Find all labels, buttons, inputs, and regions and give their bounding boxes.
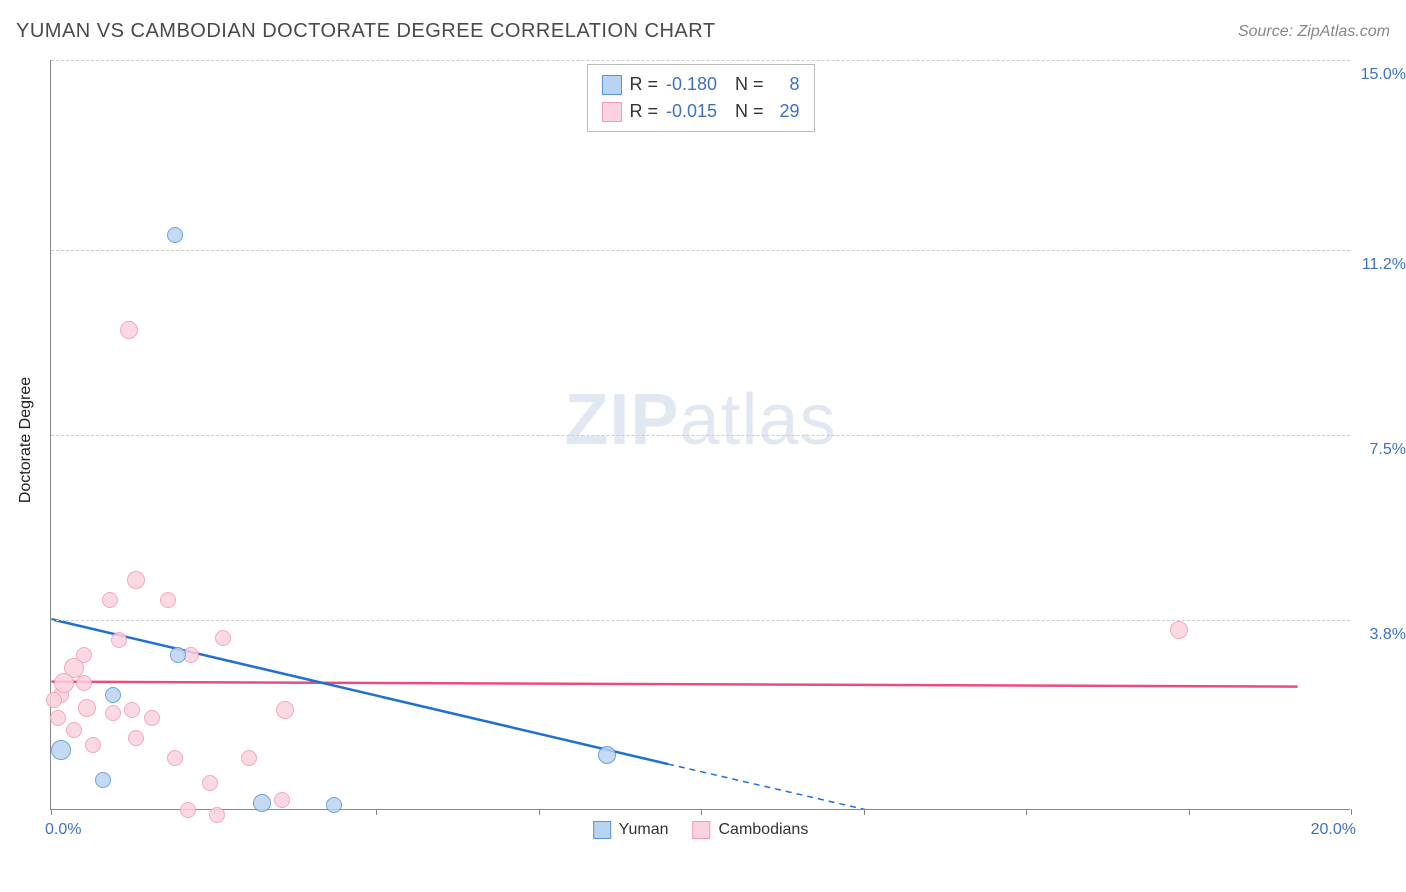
chart-title: YUMAN VS CAMBODIAN DOCTORATE DEGREE CORR… bbox=[16, 20, 716, 43]
n-label: N = bbox=[725, 71, 764, 98]
x-max-label: 20.0% bbox=[1311, 821, 1356, 839]
data-point bbox=[124, 702, 140, 718]
x-tick bbox=[1026, 809, 1027, 815]
data-point bbox=[66, 722, 82, 738]
watermark: ZIPatlas bbox=[564, 379, 836, 461]
data-point bbox=[209, 807, 225, 823]
data-point bbox=[1170, 621, 1188, 639]
x-tick bbox=[1351, 809, 1352, 815]
gridline: 7.5% bbox=[51, 435, 1350, 436]
data-point bbox=[160, 592, 176, 608]
gridline: 15.0% bbox=[51, 60, 1350, 61]
y-tick-label: 3.8% bbox=[1370, 626, 1406, 644]
x-tick bbox=[51, 809, 52, 815]
legend-swatch bbox=[593, 821, 611, 839]
bottom-legend: Yuman Cambodians bbox=[593, 821, 809, 839]
n-value: 8 bbox=[772, 71, 800, 98]
data-point bbox=[78, 699, 96, 717]
data-point bbox=[598, 746, 616, 764]
legend-label: Cambodians bbox=[718, 821, 808, 839]
data-point bbox=[215, 630, 231, 646]
bottom-legend-item: Yuman bbox=[593, 821, 669, 839]
bottom-legend-item: Cambodians bbox=[692, 821, 808, 839]
r-label: R = bbox=[629, 71, 658, 98]
y-tick-label: 11.2% bbox=[1362, 256, 1406, 274]
data-point bbox=[167, 227, 183, 243]
r-value: -0.180 bbox=[666, 71, 717, 98]
data-point bbox=[253, 794, 271, 812]
data-point bbox=[105, 687, 121, 703]
data-point bbox=[241, 750, 257, 766]
legend-row: R = -0.180 N = 8 bbox=[601, 71, 799, 98]
data-point bbox=[76, 647, 92, 663]
legend-row: R = -0.015 N = 29 bbox=[601, 98, 799, 125]
data-point bbox=[202, 775, 218, 791]
data-point bbox=[144, 710, 160, 726]
gridline: 11.2% bbox=[51, 250, 1350, 251]
data-point bbox=[276, 701, 294, 719]
data-point bbox=[54, 673, 74, 693]
data-point bbox=[102, 592, 118, 608]
data-point bbox=[120, 321, 138, 339]
data-point bbox=[274, 792, 290, 808]
legend-swatch bbox=[601, 102, 621, 122]
data-point bbox=[128, 730, 144, 746]
r-label: R = bbox=[629, 98, 658, 125]
y-tick-label: 15.0% bbox=[1361, 66, 1406, 84]
data-point bbox=[46, 692, 62, 708]
data-point bbox=[180, 802, 196, 818]
data-point bbox=[105, 705, 121, 721]
x-tick bbox=[1189, 809, 1190, 815]
data-point bbox=[127, 571, 145, 589]
x-tick bbox=[376, 809, 377, 815]
legend-swatch bbox=[601, 75, 621, 95]
x-tick bbox=[539, 809, 540, 815]
data-point bbox=[167, 750, 183, 766]
y-tick-label: 7.5% bbox=[1370, 441, 1406, 459]
data-point bbox=[51, 740, 71, 760]
data-point bbox=[85, 737, 101, 753]
stats-legend: R = -0.180 N = 8 R = -0.015 N = 29 bbox=[586, 64, 814, 132]
r-value: -0.015 bbox=[666, 98, 717, 125]
x-tick bbox=[864, 809, 865, 815]
data-point bbox=[170, 647, 186, 663]
source-label: Source: ZipAtlas.com bbox=[1238, 23, 1390, 41]
data-point bbox=[76, 675, 92, 691]
data-point bbox=[111, 632, 127, 648]
data-point bbox=[50, 710, 66, 726]
legend-label: Yuman bbox=[619, 821, 669, 839]
y-axis-title: Doctorate Degree bbox=[17, 377, 35, 503]
data-point bbox=[95, 772, 111, 788]
gridline: 3.8% bbox=[51, 620, 1350, 621]
n-label: N = bbox=[725, 98, 764, 125]
x-tick bbox=[701, 809, 702, 815]
data-point bbox=[326, 797, 342, 813]
legend-swatch bbox=[692, 821, 710, 839]
plot-area: ZIPatlas R =-0.180 N =8R =-0.015 N =29 Y… bbox=[50, 60, 1350, 810]
x-min-label: 0.0% bbox=[45, 821, 81, 839]
title-bar: YUMAN VS CAMBODIAN DOCTORATE DEGREE CORR… bbox=[16, 20, 1390, 43]
n-value: 29 bbox=[772, 98, 800, 125]
